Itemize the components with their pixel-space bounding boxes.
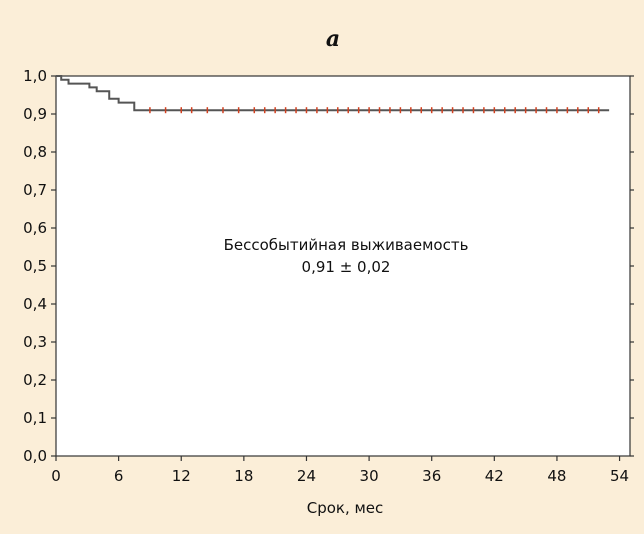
y-tick-label: 0,9: [23, 105, 47, 123]
y-tick-label: 0,5: [23, 257, 47, 275]
y-tick-label: 0,1: [23, 409, 47, 427]
x-tick-label: 42: [485, 467, 504, 485]
x-axis: 0 6 12 18 24 30 36 42 48 54: [51, 456, 629, 485]
panel-label: a: [326, 26, 340, 52]
x-axis-label: Срок, мес: [307, 499, 384, 517]
x-tick-label: 6: [114, 467, 124, 485]
y-tick-label: 0,8: [23, 143, 47, 161]
x-tick-label: 12: [172, 467, 191, 485]
y-tick-label: 0,4: [23, 295, 47, 313]
x-tick-label: 36: [422, 467, 441, 485]
plot-area: [55, 75, 631, 457]
x-tick-label: 30: [360, 467, 379, 485]
censor-marks: [149, 107, 600, 114]
y-tick-label: 0,3: [23, 333, 47, 351]
x-tick-label: 0: [51, 467, 61, 485]
y-tick-label: 0,2: [23, 371, 47, 389]
y-axis: 0,0 0,1 0,2 0,3 0,4 0,5 0,6 0,7 0,8 0,9 1,0: [23, 67, 634, 465]
x-tick-label: 24: [297, 467, 316, 485]
survival-curve: [56, 75, 610, 112]
x-tick-label: 48: [547, 467, 566, 485]
annotation-label: Бессобытийная выживаемость: [224, 236, 469, 254]
annotation-value: 0,91 ± 0,02: [302, 258, 391, 276]
x-tick-label: 18: [234, 467, 253, 485]
y-tick-label: 0,0: [23, 447, 47, 465]
x-tick-label: 54: [610, 467, 629, 485]
y-tick-label: 0,6: [23, 219, 47, 237]
y-tick-label: 1,0: [23, 67, 47, 85]
y-tick-label: 0,7: [23, 181, 47, 199]
